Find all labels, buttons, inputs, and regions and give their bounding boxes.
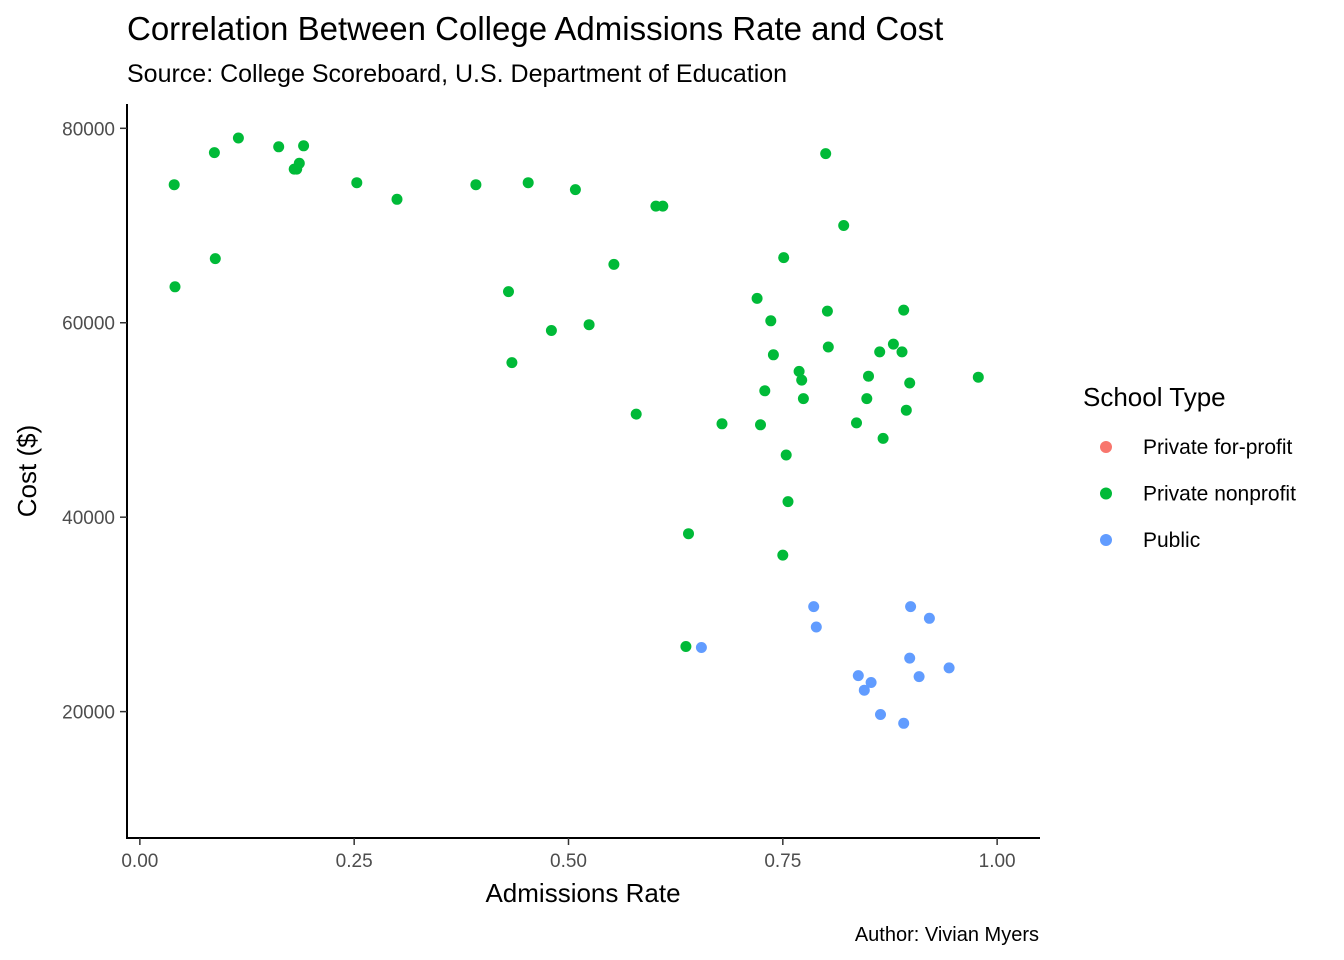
data-point	[545, 325, 557, 336]
data-point	[972, 371, 984, 383]
data-point	[877, 432, 889, 444]
data-point	[913, 671, 925, 683]
data-point	[522, 177, 534, 189]
data-points	[168, 132, 984, 729]
data-point	[751, 292, 763, 304]
x-tick-label: 0.75	[764, 851, 801, 872]
chart-subtitle: Source: College Scoreboard, U.S. Departm…	[127, 60, 787, 88]
data-point	[896, 346, 908, 358]
data-point	[865, 677, 877, 688]
data-point	[391, 193, 403, 205]
data-point	[630, 408, 642, 420]
legend-label: Private for-profit	[1143, 436, 1293, 459]
data-point	[923, 612, 935, 624]
data-point	[782, 496, 794, 508]
x-axis-ticks: 0.00 0.25 0.50 0.75 1.00	[121, 838, 1016, 872]
data-point	[293, 157, 305, 169]
data-point	[755, 419, 766, 431]
data-point	[796, 374, 808, 386]
data-point	[821, 305, 833, 317]
data-point	[852, 670, 864, 682]
data-point	[208, 147, 220, 159]
data-point	[695, 642, 707, 653]
y-tick-label: 40000	[62, 508, 115, 529]
data-point	[875, 709, 886, 720]
data-point	[900, 404, 912, 416]
data-point	[851, 417, 862, 429]
data-point	[569, 184, 581, 196]
data-point	[778, 252, 790, 264]
x-tick-label: 0.25	[336, 851, 373, 872]
data-point	[887, 338, 899, 350]
x-tick-label: 1.00	[979, 851, 1016, 872]
data-point	[838, 220, 850, 231]
data-point	[583, 319, 595, 331]
data-point	[759, 385, 771, 397]
data-point	[874, 346, 886, 358]
data-point	[209, 253, 221, 265]
x-tick-label: 0.50	[550, 851, 587, 872]
data-point	[898, 304, 910, 316]
data-point	[898, 717, 910, 729]
data-point	[780, 449, 792, 461]
data-point	[503, 286, 514, 298]
legend-swatch	[1100, 441, 1112, 453]
chart-caption: Author: Vivian Myers	[855, 924, 1039, 946]
legend-swatch	[1100, 534, 1112, 546]
data-point	[861, 393, 873, 405]
data-point	[470, 179, 482, 191]
x-axis-title: Admissions Rate	[485, 878, 680, 908]
legend-swatch	[1100, 487, 1112, 500]
x-tick-label: 0.00	[121, 851, 158, 872]
y-axis-ticks: 20000 40000 60000 80000	[62, 119, 127, 724]
legend-title: School Type	[1083, 382, 1226, 412]
data-point	[767, 349, 779, 361]
data-point	[793, 365, 805, 377]
data-point	[858, 684, 870, 696]
legend-label: Private nonprofit	[1143, 483, 1296, 506]
data-point	[657, 200, 669, 212]
data-point	[169, 281, 181, 293]
data-point	[904, 652, 916, 664]
data-point	[232, 132, 244, 144]
y-tick-label: 60000	[62, 314, 115, 335]
data-point	[765, 315, 777, 327]
data-point	[273, 141, 285, 153]
data-point	[351, 177, 363, 189]
data-point	[822, 341, 834, 353]
data-point	[168, 179, 180, 191]
y-tick-label: 80000	[62, 119, 115, 140]
data-point	[298, 140, 310, 152]
data-point	[777, 549, 789, 561]
data-point	[820, 148, 832, 160]
data-point	[810, 621, 822, 633]
data-point	[905, 601, 917, 613]
data-point	[716, 418, 728, 430]
data-point	[797, 393, 809, 405]
data-point	[808, 601, 820, 613]
y-axis-title: Cost ($)	[12, 425, 42, 517]
data-point	[680, 641, 692, 652]
data-point	[943, 662, 955, 674]
data-point	[863, 370, 874, 382]
legend-label: Public	[1143, 529, 1200, 552]
chart-title: Correlation Between College Admissions R…	[127, 10, 943, 47]
data-point	[683, 528, 694, 540]
legend: Private for-profit Private nonprofit Publi…	[1100, 436, 1296, 552]
data-point	[506, 357, 518, 369]
y-tick-label: 20000	[62, 703, 115, 724]
data-point	[608, 258, 620, 270]
data-point	[904, 377, 916, 389]
